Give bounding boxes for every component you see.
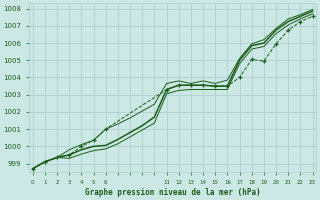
X-axis label: Graphe pression niveau de la mer (hPa): Graphe pression niveau de la mer (hPa) <box>85 188 260 197</box>
